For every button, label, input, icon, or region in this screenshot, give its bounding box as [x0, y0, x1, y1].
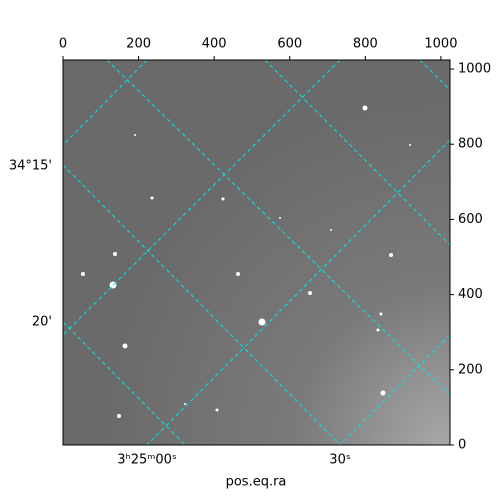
x-tick-label: 800: [353, 37, 378, 52]
y-tick-label: 1000: [458, 62, 491, 77]
x-tick-label: 0: [59, 37, 67, 52]
sky-image: [63, 60, 450, 445]
x-tick-label: 1000: [424, 37, 457, 52]
axes-frame: [62, 59, 451, 446]
dec-tick-label: 20': [32, 315, 52, 330]
y-tick-label: 600: [458, 212, 483, 227]
y-tick-label: 800: [458, 137, 483, 152]
y-tick-label: 400: [458, 287, 483, 302]
y-tick-label: 200: [458, 362, 483, 377]
dec-tick-label: 34°15': [9, 159, 52, 174]
y-tick-label: 0: [458, 438, 466, 453]
coordinate-grid: [63, 60, 450, 445]
x-axis-label: pos.eq.ra: [226, 475, 287, 490]
x-tick-label: 600: [277, 37, 302, 52]
x-tick-label: 200: [126, 37, 151, 52]
ra-tick-label: 3ʰ25ᵐ00ˢ: [117, 453, 177, 468]
ra-tick-label: 30ˢ: [329, 453, 351, 468]
x-tick-label: 400: [202, 37, 227, 52]
